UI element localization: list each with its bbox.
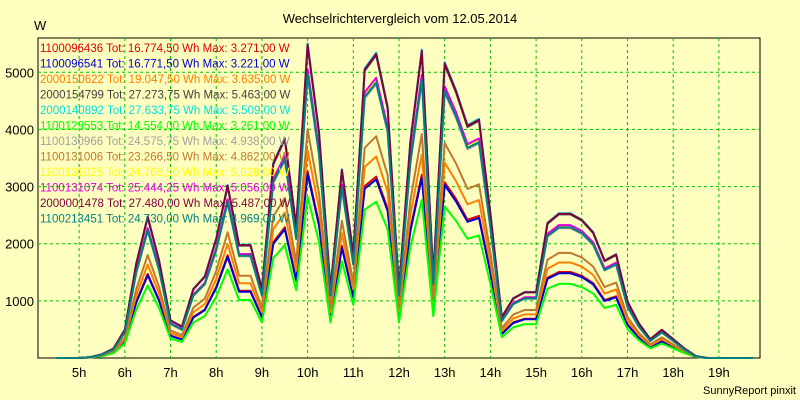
series-line-1100131006: [56, 128, 754, 359]
legend-entry-2000140892: 2000140892 Tot: 27.633,75 Wh Max: 5.509,…: [40, 105, 291, 117]
legend: 1100096436 Tot: 16.774,50 Wh Max: 3.271,…: [40, 43, 291, 226]
footer-credit: SunnyReport pinxit: [703, 385, 796, 397]
y-tick-label: 2000: [5, 237, 34, 252]
x-tick-label: 6h: [118, 365, 132, 380]
x-tick-label: 13h: [434, 365, 456, 380]
y-tick-label: 1000: [5, 294, 34, 309]
x-tick-label: 7h: [163, 365, 177, 380]
legend-entry-1100130966: 1100130966 Tot: 24.575,75 Wh Max: 4.938,…: [40, 136, 290, 148]
x-tick-label: 10h: [297, 365, 319, 380]
x-tick-label: 15h: [525, 365, 547, 380]
legend-entry-1100213451: 1100213451 Tot: 24.730,00 Wh Max: 4.969,…: [40, 214, 290, 226]
series-line-1100129553: [56, 195, 754, 359]
y-tick-label: 4000: [5, 122, 34, 137]
series-line-1100213451: [56, 73, 754, 359]
y-tick-label: 3000: [5, 180, 34, 195]
legend-entry-1100131006: 1100131006 Tot: 23.266,50 Wh Max: 4.862,…: [40, 152, 290, 164]
legend-entry-1100131074: 1100131074 Tot: 25.444,25 Wh Max: 5.056,…: [40, 183, 290, 195]
x-tick-label: 18h: [662, 365, 684, 380]
y-unit-label: W: [34, 18, 47, 33]
legend-entry-2000001478: 2000001478 Tot: 27.480,00 Wh Max: 5.487,…: [40, 198, 291, 210]
series-line-2000001478: [56, 43, 754, 359]
series-line-1100096541: [56, 172, 754, 359]
x-tick-label: 9h: [255, 365, 269, 380]
y-tick-label: 5000: [5, 65, 34, 80]
legend-entry-1100129553: 1100129553 Tot: 14.554,00 Wh Max: 3.261,…: [40, 121, 290, 133]
chart-title: Wechselrichtervergleich vom 12.05.2014: [283, 11, 518, 26]
x-tick-label: 16h: [571, 365, 593, 380]
legend-entry-1100131025: 1100131025 Tot: 24.768,50 Wh Max: 5.028,…: [40, 167, 290, 179]
legend-entry-2000150622: 2000150622 Tot: 19.047,50 Wh Max: 3.635,…: [40, 74, 291, 86]
x-tick-label: 8h: [209, 365, 223, 380]
legend-entry-1100096436: 1100096436 Tot: 16.774,50 Wh Max: 3.271,…: [40, 43, 290, 55]
series-line-2000150622: [56, 149, 754, 359]
legend-entry-2000154799: 2000154799 Tot: 27.273,75 Wh Max: 5.463,…: [40, 90, 291, 102]
x-tick-label: 14h: [480, 365, 502, 380]
x-tick-label: 11h: [343, 365, 364, 380]
axis-ticks: 5h 6h 7h 8h 9h 10h 11h 12h 13h 14h 15h 16h 17h 18h 19h…: [5, 65, 730, 380]
x-tick-label: 17h: [617, 365, 639, 380]
x-tick-label: 19h: [708, 365, 730, 380]
x-tick-label: 12h: [388, 365, 410, 380]
legend-entry-1100096541: 1100096541 Tot: 16.771,50 Wh Max: 3.221,…: [40, 59, 290, 71]
x-tick-label: 5h: [72, 365, 86, 380]
series-lines: [56, 42, 754, 359]
